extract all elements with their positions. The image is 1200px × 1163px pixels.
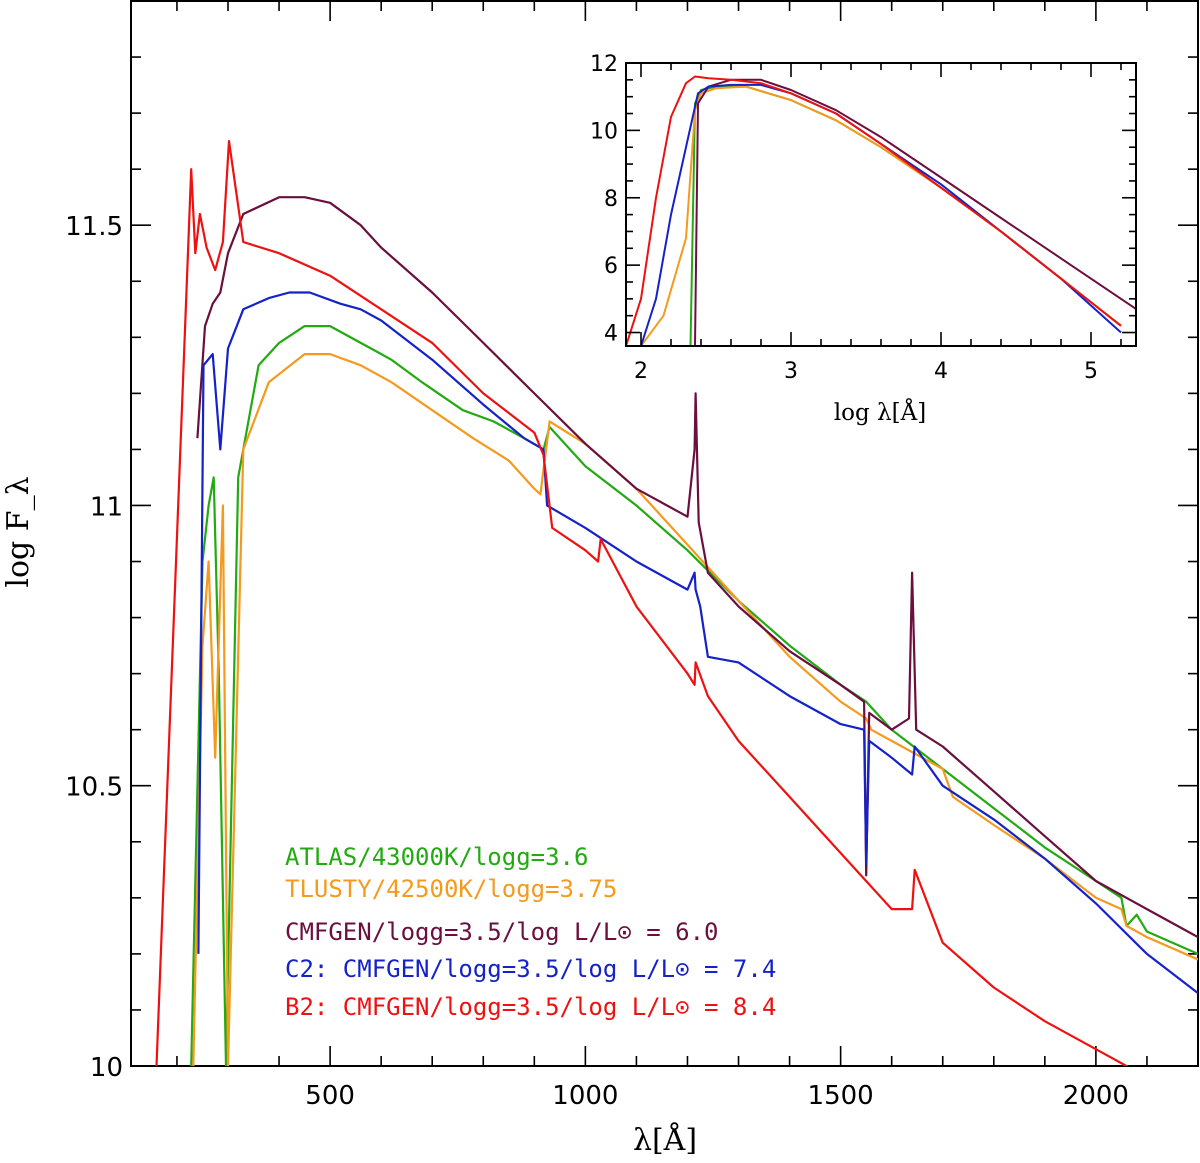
main-x-tick-label: 1000 [552, 1081, 618, 1111]
inset-ticks: 2 3 4 5 4 6 8 10 12 [590, 52, 1136, 384]
inset-x-tick-label: 4 [934, 359, 948, 384]
legend: ATLAS/43000K/logg=3.6 TLUSTY/42500K/logg… [285, 843, 776, 1021]
inset-series-2 [694, 78, 1136, 346]
main-series-1 [192, 353, 1198, 1066]
inset-x-axis-label: log λ[Å] [834, 398, 926, 426]
legend-tlusty: TLUSTY/42500K/logg=3.75 [285, 875, 617, 903]
main-y-tick-label: 10 [90, 1053, 123, 1083]
main-ticks: 500 1000 1500 2000 10 10.5 11 11.5 [65, 0, 1199, 1111]
main-x-axis-label: λ[Å] [633, 1122, 697, 1158]
main-series-3 [197, 291, 1198, 994]
legend-cmfgen-6: CMFGEN/logg=3.5/log L/L⊙ = 6.0 [285, 918, 718, 946]
main-y-axis-label-text: log F_λ [1, 476, 36, 587]
inset-background [626, 63, 1136, 346]
inset-x-tick-label: 3 [784, 359, 798, 384]
main-y-tick-label: 10.5 [65, 773, 123, 803]
inset-y-tick-label: 12 [590, 52, 618, 77]
legend-atlas: ATLAS/43000K/logg=3.6 [285, 843, 588, 871]
inset-y-tick-label: 4 [604, 322, 618, 347]
inset-series [626, 75, 1136, 346]
main-series-4 [155, 140, 1129, 1066]
legend-b2-cmfgen: B2: CMFGEN/logg=3.5/log L/L⊙ = 8.4 [285, 993, 776, 1021]
inset-plot: 2 3 4 5 4 6 8 10 12 log λ[Å] [590, 52, 1137, 426]
inset-y-tick-label: 6 [604, 254, 618, 279]
main-x-tick-label: 500 [305, 1081, 355, 1111]
main-y-tick-label: 11 [90, 492, 123, 522]
main-plot-frame [130, 0, 1199, 1067]
main-y-axis-label: log F_λ [1, 476, 36, 587]
inset-x-tick-label: 5 [1084, 359, 1098, 384]
main-y-tick-label: 11.5 [65, 212, 123, 242]
inset-y-tick-label: 8 [604, 187, 618, 212]
main-x-tick-label: 2000 [1063, 1081, 1129, 1111]
inset-x-tick-label: 2 [634, 359, 648, 384]
inset-y-tick-label: 10 [590, 119, 618, 144]
inset-series-4 [626, 75, 1122, 346]
main-series-2 [196, 196, 1198, 939]
main-x-tick-label: 1500 [808, 1081, 874, 1111]
legend-c2-cmfgen: C2: CMFGEN/logg=3.5/log L/L⊙ = 7.4 [285, 955, 776, 983]
main-series [155, 140, 1198, 1066]
